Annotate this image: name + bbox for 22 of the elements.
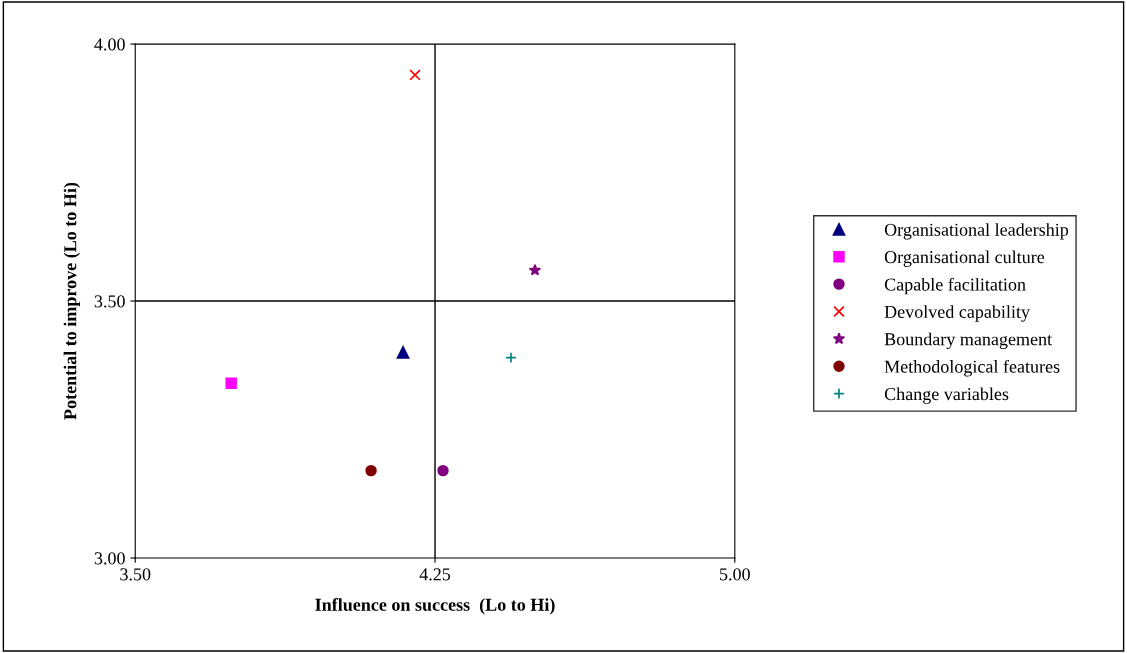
point (365, 464, 377, 477)
legend-label: Change variables (884, 387, 1009, 404)
legend-label: Methodological features (884, 359, 1060, 377)
x-tick-label: 4.25 (419, 568, 451, 581)
y-axis-title: Potential to improve (Lo to Hi) (63, 182, 81, 420)
x-axis-title: Influence on success (Lo to Hi) (315, 597, 555, 615)
point (225, 377, 237, 389)
legend-label: Devolved capability (884, 305, 1030, 322)
legend-label: Boundary management (884, 332, 1052, 350)
x-tick-label: 3.50 (120, 568, 151, 581)
y-tick-label: 3.50 (94, 295, 125, 308)
point (396, 346, 410, 359)
legend-label: Organisational leadership (884, 223, 1069, 240)
point (409, 69, 421, 81)
legend-label: Capable facilitation (884, 277, 1026, 295)
point (528, 263, 542, 276)
legend-label: Organisational culture (884, 250, 1045, 267)
x-tick-label: 5.00 (720, 568, 750, 581)
point (505, 351, 517, 364)
y-tick-label: 4.00 (94, 38, 125, 51)
point (437, 464, 449, 477)
y-tick-label: 3.00 (94, 552, 125, 565)
